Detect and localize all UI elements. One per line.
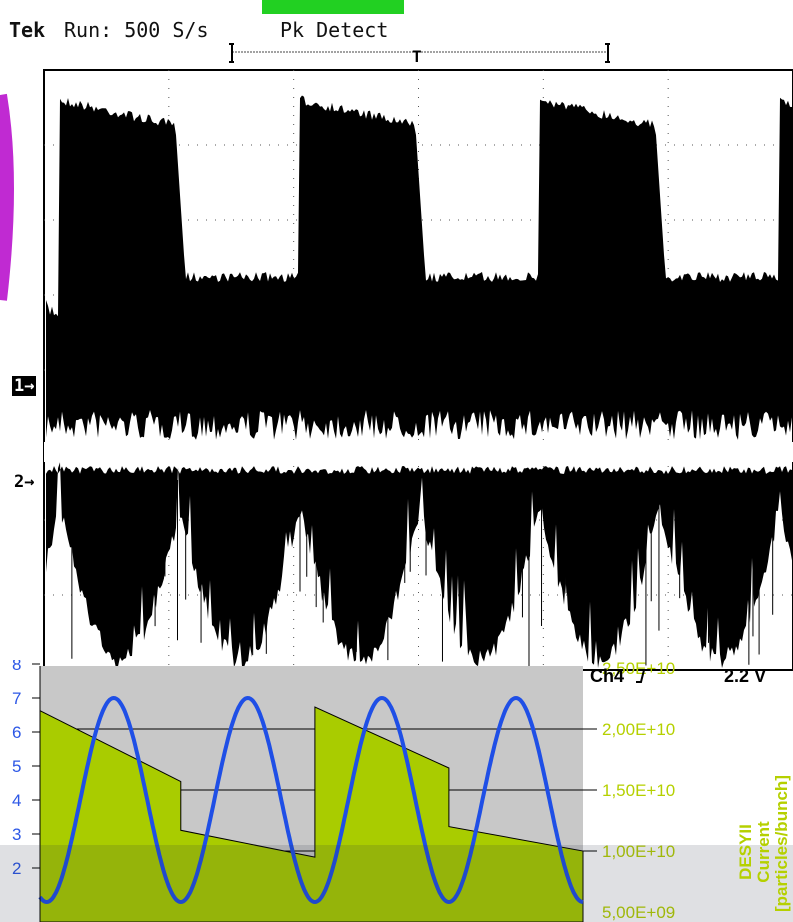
bottom-shadow xyxy=(0,845,793,922)
magenta-artifact xyxy=(0,93,14,301)
rising-edge-icon xyxy=(635,666,649,687)
green-artifact xyxy=(262,0,404,14)
record-length-bracket xyxy=(229,43,610,63)
run-status: Run: 500 S/s xyxy=(64,18,209,42)
left-tick-label: 2 xyxy=(12,859,21,878)
channel1-marker: 1→ xyxy=(12,376,37,396)
channel2-marker: 2→ xyxy=(14,472,35,492)
brand-label: Tek xyxy=(9,18,46,42)
bunch-current-area xyxy=(39,706,584,922)
trigger-channel: Ch4 xyxy=(590,666,625,686)
left-tick-label: 6 xyxy=(12,723,21,742)
trigger-position-marker: T xyxy=(412,47,422,66)
left-tick-label: 7 xyxy=(12,689,21,708)
trigger-level: 2.2 V xyxy=(724,666,767,686)
channel1-envelope xyxy=(46,95,792,440)
right-tick-label: 2,50E+10 xyxy=(602,660,675,678)
channel2-envelope xyxy=(46,462,792,668)
left-tick-label: 4 xyxy=(12,791,21,810)
right-tick-label: 2,00E+10 xyxy=(602,720,675,739)
left-tick-label: 5 xyxy=(12,757,21,776)
right-axis-title-line2: [particles/bunch] xyxy=(772,775,791,912)
left-tick-label: 3 xyxy=(12,825,21,844)
channel1-trace xyxy=(46,95,792,440)
right-axis-ticks: 5,00E+09 1,00E+10 1,50E+10 2,00E+10 2,50E+10 xyxy=(602,660,675,922)
right-tick-label: 1,50E+10 xyxy=(602,781,675,800)
trace-gap xyxy=(44,442,793,462)
left-axis-ticks: 2 3 4 5 6 7 8 xyxy=(12,660,40,878)
bunch-current-chart: 2 3 4 5 6 7 8 5,00E+09 1,00E+10 1,50E+10 2,00E+10… xyxy=(0,660,793,922)
acquisition-mode: Pk Detect xyxy=(280,18,389,42)
right-axis-title-wrap: DESYII Current [particles/bunch] xyxy=(736,770,791,920)
sine-series-line xyxy=(38,695,584,905)
right-tick-label: 1,00E+10 xyxy=(602,842,675,861)
left-tick-label: 8 xyxy=(12,660,21,674)
trigger-readout: Ch4 2.2 V xyxy=(590,666,766,687)
channel2-trace xyxy=(46,462,792,668)
right-tick-label: 5,00E+09 xyxy=(602,903,675,922)
right-axis-title-line1: DESYII Current xyxy=(736,821,773,883)
